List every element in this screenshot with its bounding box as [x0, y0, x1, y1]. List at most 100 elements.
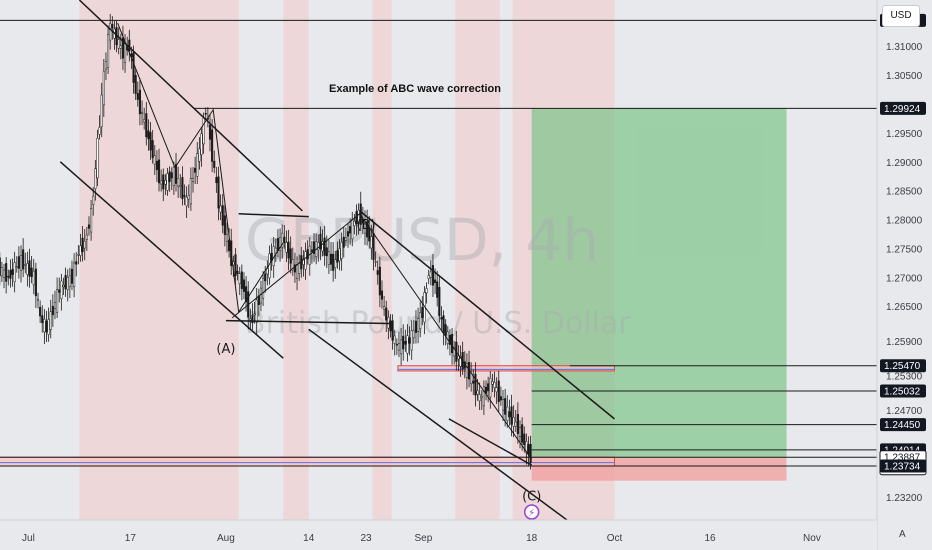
- candle-body: [109, 23, 111, 40]
- candle-body: [443, 316, 445, 333]
- candle-body: [31, 268, 33, 277]
- candle-body: [290, 249, 292, 264]
- candle-body: [307, 249, 309, 258]
- wave-label: (B): [357, 218, 376, 233]
- highlight-box: [0, 457, 614, 466]
- candle-body: [262, 279, 264, 299]
- candle-body: [422, 307, 424, 317]
- candle-body: [88, 225, 90, 229]
- candle-body: [199, 149, 201, 161]
- candle-body: [237, 271, 239, 273]
- candle-body: [78, 254, 80, 255]
- candle-body: [481, 396, 483, 398]
- candle-body: [56, 290, 58, 313]
- candle-body: [407, 336, 409, 354]
- candle-body: [470, 374, 472, 384]
- candle-body: [218, 177, 220, 208]
- candle-body: [54, 303, 56, 309]
- candle-body: [328, 252, 330, 265]
- candle-body: [284, 237, 286, 242]
- candle-body: [317, 243, 319, 250]
- y-tick-label: 1.29000: [886, 158, 923, 169]
- candle-body: [169, 172, 171, 182]
- candle-body: [256, 300, 258, 322]
- candle-body: [118, 40, 120, 49]
- candle-body: [521, 425, 523, 443]
- candle-body: [186, 197, 188, 206]
- candle-body: [523, 434, 525, 445]
- candle-body: [171, 173, 173, 178]
- watermark-description: British Pound / U.S. Dollar: [245, 306, 631, 341]
- candle-body: [322, 242, 324, 251]
- candle-body: [209, 125, 211, 139]
- candle-body: [190, 179, 192, 204]
- y-tick-label: 1.27000: [886, 273, 923, 284]
- candle-body: [430, 272, 432, 278]
- currency-button[interactable]: USD: [882, 5, 920, 27]
- candle-body: [500, 397, 502, 401]
- candle-body: [402, 336, 404, 349]
- candle-body: [494, 382, 496, 387]
- candle-body: [137, 93, 139, 99]
- candle-body: [101, 95, 103, 127]
- candle-body: [411, 331, 413, 350]
- candle-body: [332, 254, 334, 270]
- candle-body: [517, 414, 519, 433]
- candle-body: [213, 161, 215, 167]
- candle-body: [5, 263, 7, 281]
- y-tick-label: 1.30500: [886, 71, 923, 82]
- price-tag-label: 1.24450: [884, 420, 921, 431]
- candle-body: [177, 178, 179, 186]
- candle-body: [428, 275, 430, 278]
- candle-body: [492, 381, 494, 384]
- candle-body: [345, 238, 347, 241]
- candle-body: [80, 246, 82, 256]
- candle-body: [99, 127, 101, 134]
- candle-body: [472, 381, 474, 383]
- candle-body: [241, 272, 243, 289]
- candle-body: [90, 209, 92, 232]
- candle-body: [439, 287, 441, 315]
- candle-body: [158, 160, 160, 183]
- candle-body: [511, 407, 513, 425]
- candle-body: [205, 113, 207, 114]
- price-tag-label: 1.25032: [884, 387, 921, 398]
- candle-body: [447, 332, 449, 344]
- candle-body: [154, 156, 156, 164]
- candle-body: [436, 282, 438, 298]
- candle-body: [120, 46, 122, 49]
- candle-body: [160, 181, 162, 184]
- candle-body: [167, 174, 169, 191]
- candle-body: [29, 261, 31, 277]
- candle-body: [143, 119, 145, 122]
- lightning-icon: ⚡: [528, 508, 535, 519]
- candle-body: [347, 232, 349, 237]
- x-tick-label: Nov: [803, 533, 821, 544]
- candle-body: [216, 177, 218, 182]
- price-tag-label: 1.29924: [884, 104, 921, 115]
- x-tick-label: 16: [704, 533, 716, 544]
- candle-body: [417, 319, 419, 332]
- candle-body: [165, 180, 167, 184]
- y-tick-label: 1.25900: [886, 337, 923, 348]
- candle-body: [3, 270, 5, 277]
- y-tick-label: 1.23200: [886, 493, 923, 504]
- candle-body: [44, 319, 46, 332]
- candle-body: [330, 254, 332, 264]
- y-tick-label: 1.28500: [886, 187, 923, 198]
- candle-body: [82, 238, 84, 252]
- candle-body: [413, 330, 415, 338]
- candle-body: [506, 407, 508, 420]
- candle-body: [239, 274, 241, 284]
- candle-body: [254, 314, 256, 315]
- candle-body: [148, 131, 150, 139]
- auto-scale-button[interactable]: A: [899, 529, 906, 540]
- candle-body: [326, 248, 328, 256]
- candle-body: [20, 255, 22, 270]
- y-tick-label: 1.31000: [886, 42, 923, 53]
- x-tick-label: 17: [125, 533, 137, 544]
- candle-body: [509, 412, 511, 417]
- candle-body: [371, 237, 373, 248]
